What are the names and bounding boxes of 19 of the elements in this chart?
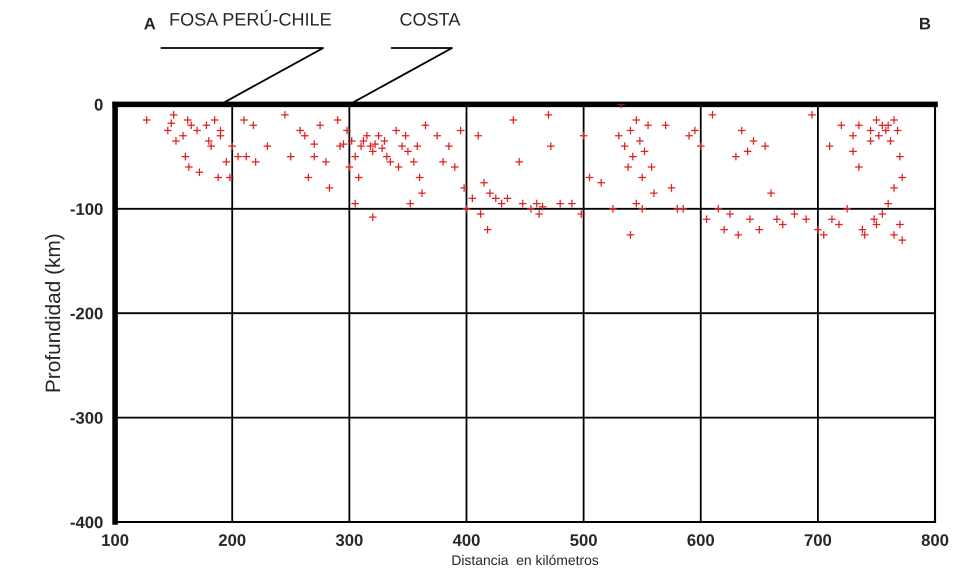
y-tick-label: -300	[70, 412, 103, 424]
x-tick-label: 600	[687, 534, 714, 546]
y-tick-label: -400	[70, 516, 103, 528]
text: B	[920, 18, 930, 30]
x-tick-label: 100	[102, 534, 128, 546]
text: A	[144, 18, 156, 30]
x-tick-label: 700	[804, 534, 832, 546]
y-tick-label: -200	[70, 308, 103, 320]
y-tick-label: 0	[94, 98, 103, 111]
x-tick-label: 300	[336, 534, 363, 546]
x-tick-label: 200	[218, 534, 246, 546]
text: COSTA	[400, 12, 460, 26]
y-axis-title: Profundidad (km)	[44, 234, 64, 392]
text: FOSA PERÚ-CHILE	[170, 10, 331, 26]
x-tick-label: 500	[570, 534, 597, 546]
x-tick-label: 400	[452, 534, 480, 546]
y-tick-label: -100	[70, 203, 103, 216]
x-axis-title: Distancia en kilómetros	[452, 554, 598, 566]
x-tick-label: 800	[922, 534, 948, 546]
